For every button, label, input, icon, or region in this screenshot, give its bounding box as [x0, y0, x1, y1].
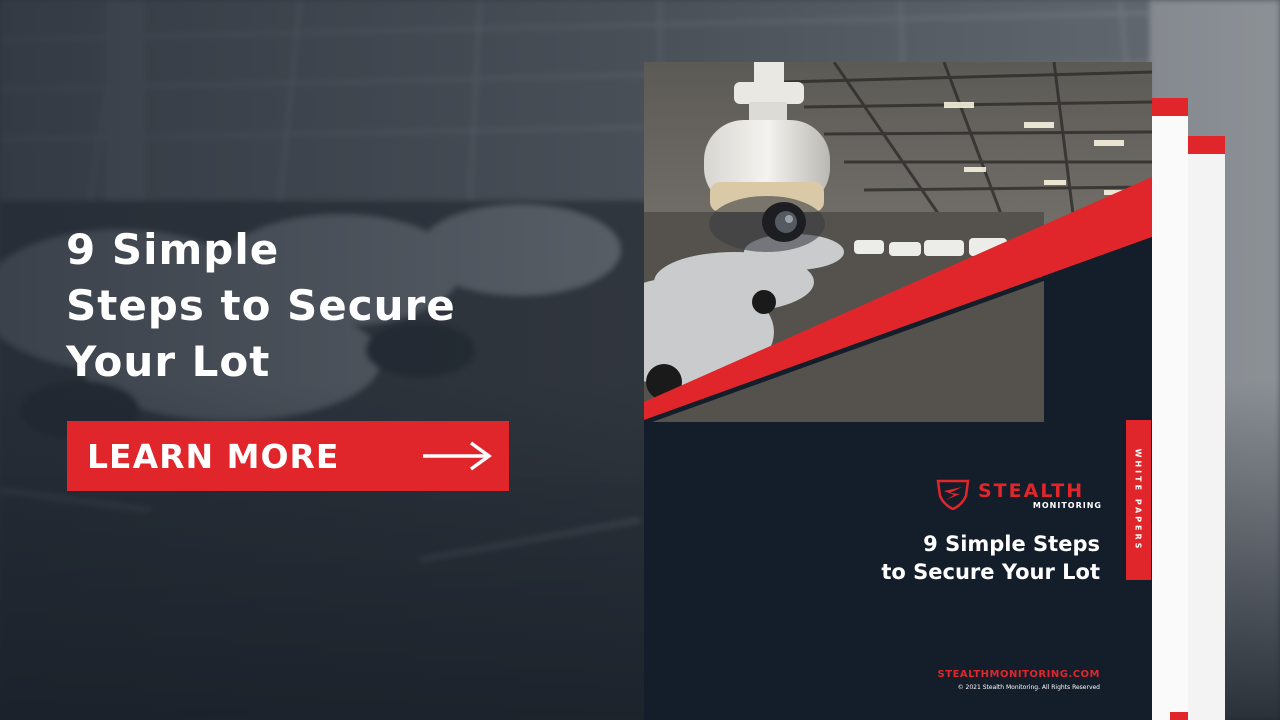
brand-name: STEALTH	[978, 480, 1085, 502]
learn-more-button[interactable]: LEARN MORE	[67, 421, 509, 491]
booklet-back-pages	[1150, 98, 1225, 720]
cover-title-line-1: 9 Simple Steps	[923, 532, 1100, 556]
learn-more-label: LEARN MORE	[87, 436, 340, 476]
stealth-logo: STEALTH MONITORING	[936, 478, 1106, 512]
shield-logo-icon	[936, 479, 970, 510]
headline: 9 Simple Steps to Secure Your Lot	[66, 222, 626, 390]
cover-title-line-2: to Secure Your Lot	[881, 560, 1100, 584]
website-link[interactable]: STEALTHMONITORING.COM	[937, 669, 1100, 680]
copyright-text: © 2021 Stealth Monitoring. All Rights Re…	[957, 684, 1100, 691]
cover-artwork	[644, 62, 1152, 720]
white-papers-label: WHITE PAPERS	[1133, 448, 1143, 552]
cover-title: 9 Simple Steps to Secure Your Lot	[881, 530, 1100, 586]
arrow-right-icon	[423, 441, 492, 471]
white-paper-cover[interactable]: STEALTH MONITORING 9 Simple Steps to Sec…	[644, 62, 1152, 720]
headline-line-1: 9 Simple	[66, 225, 280, 274]
headline-line-2: Steps to Secure	[66, 281, 456, 330]
headline-line-3: Your Lot	[66, 337, 271, 386]
brand-subtitle: MONITORING	[1032, 501, 1102, 510]
white-papers-tab: WHITE PAPERS	[1126, 420, 1151, 580]
